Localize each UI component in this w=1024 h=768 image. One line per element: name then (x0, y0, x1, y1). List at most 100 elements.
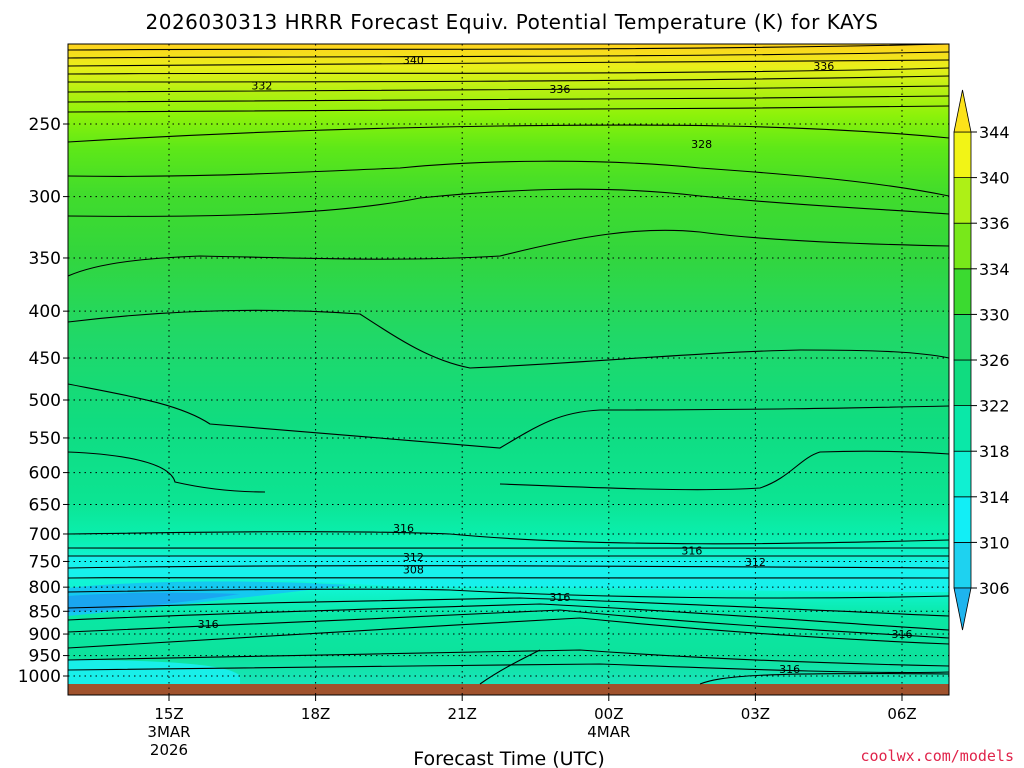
x-tick-year: 2026 (150, 741, 188, 759)
credit-text: coolwx.com/models (860, 747, 1014, 765)
colorbar-extend-min (953, 587, 972, 631)
y-tick-label: 350 (29, 249, 61, 269)
contour-line (68, 649, 949, 667)
x-tick-date: 3MAR (147, 723, 190, 741)
contour-label: 336 (813, 60, 834, 73)
colorbar-tick-label: 330 (979, 305, 1010, 324)
x-axis-title: Forecast Time (UTC) (413, 748, 604, 768)
x-tick-time: 21Z (448, 705, 477, 723)
colorbar-tick-label: 340 (979, 169, 1010, 188)
contour-line (68, 383, 949, 449)
contour-label: 316 (681, 545, 702, 558)
y-tick-label: 400 (29, 302, 61, 322)
x-tick-time: 00Z (594, 705, 623, 723)
contour-line (499, 450, 949, 491)
contour-label: 316 (892, 628, 913, 641)
contour-label: 340 (71, 29, 92, 42)
contour-line (68, 67, 949, 75)
contour-line (68, 663, 949, 674)
contour-line (699, 672, 949, 685)
contour-line (68, 603, 949, 631)
colorbar-segment (953, 177, 972, 224)
contour-label: 332 (251, 80, 272, 93)
x-tick-time: 06Z (887, 705, 916, 723)
contour-line (68, 51, 949, 59)
surface-ground (68, 684, 949, 695)
contour-line (68, 44, 949, 51)
colorbar-segment (953, 450, 972, 498)
colorbar-segment (953, 496, 972, 543)
contour-label: 308 (403, 563, 424, 576)
contour-line (68, 105, 949, 113)
plot-frame (67, 43, 950, 696)
y-tick-label: 650 (29, 495, 61, 515)
y-axis: 250 300 350 400 450 500 550 600 650 700 750 800 850 9… (18, 115, 68, 687)
contour-line (68, 229, 949, 277)
colorbar-tick-label: 310 (979, 533, 1010, 552)
colorbar-segment (953, 542, 972, 589)
contour-line (68, 531, 949, 545)
x-tick-time: 03Z (741, 705, 770, 723)
colorbar-segment (953, 131, 972, 178)
colorbar-segment (953, 405, 972, 452)
contour-line (68, 95, 949, 103)
contour-label: 312 (403, 551, 424, 564)
colorbar-tick-label: 318 (979, 442, 1010, 461)
colorbar: 306 310 314 318 322 326 330 334 336 340 344 (953, 89, 1010, 631)
y-tick-label: 550 (29, 429, 61, 449)
contour-line (479, 649, 541, 685)
contour-label: 316 (779, 663, 800, 676)
contour-line (68, 124, 949, 143)
contour-label: 312 (745, 556, 766, 569)
y-tick-label: 300 (29, 188, 61, 208)
contour-line (68, 588, 949, 599)
chart-title: 2026030313 HRRR Forecast Equiv. Potentia… (146, 10, 879, 34)
contour-label: 316 (549, 591, 570, 604)
colorbar-segment (953, 222, 972, 270)
contour-line (68, 565, 949, 569)
contour-line (68, 188, 949, 217)
colorbar-extend-max (953, 89, 972, 133)
y-tick-label: 250 (29, 115, 61, 135)
contour-line (68, 309, 949, 369)
contour-line (68, 617, 949, 649)
contour-line (68, 609, 949, 639)
contour-label: 344 (672, 33, 693, 46)
colorbar-tick-label: 314 (979, 488, 1010, 507)
y-tick-label: 800 (29, 578, 61, 598)
colorbar-segment (953, 268, 972, 315)
y-tick-label: 750 (29, 552, 61, 572)
low-theta-wedge (68, 581, 350, 616)
colorbar-tick-label: 306 (979, 579, 1010, 598)
surface-cyan-pocket (68, 660, 240, 684)
cyan-band (68, 556, 949, 592)
colorbar-tick-label: 344 (979, 123, 1010, 142)
y-tick-label: 700 (29, 525, 61, 545)
contour-label: 340 (403, 54, 424, 67)
y-tick-label: 600 (29, 464, 61, 484)
colorbar-tick-label: 336 (979, 214, 1010, 233)
colorbar-tick-label: 326 (979, 351, 1010, 370)
y-tick-label: 900 (29, 625, 61, 645)
pressure-gridlines (68, 44, 949, 695)
y-tick-label: 950 (29, 647, 61, 667)
colorbar-tick-label: 322 (979, 397, 1010, 416)
contour-line (68, 160, 949, 197)
y-tick-label: 450 (29, 349, 61, 369)
y-tick-label: 850 (29, 602, 61, 622)
contour-label: 328 (691, 138, 712, 151)
colorbar-segment (953, 359, 972, 406)
contour-label: 316 (393, 522, 414, 535)
contour-label: 336 (549, 83, 570, 96)
contour-line (68, 597, 949, 617)
colorbar-segment (953, 313, 972, 361)
y-tick-label: 500 (29, 391, 61, 411)
contour-label: 316 (198, 618, 219, 631)
x-tick-date: 4MAR (587, 723, 630, 741)
contour-line (68, 75, 949, 83)
x-tick-time: 18Z (301, 705, 330, 723)
